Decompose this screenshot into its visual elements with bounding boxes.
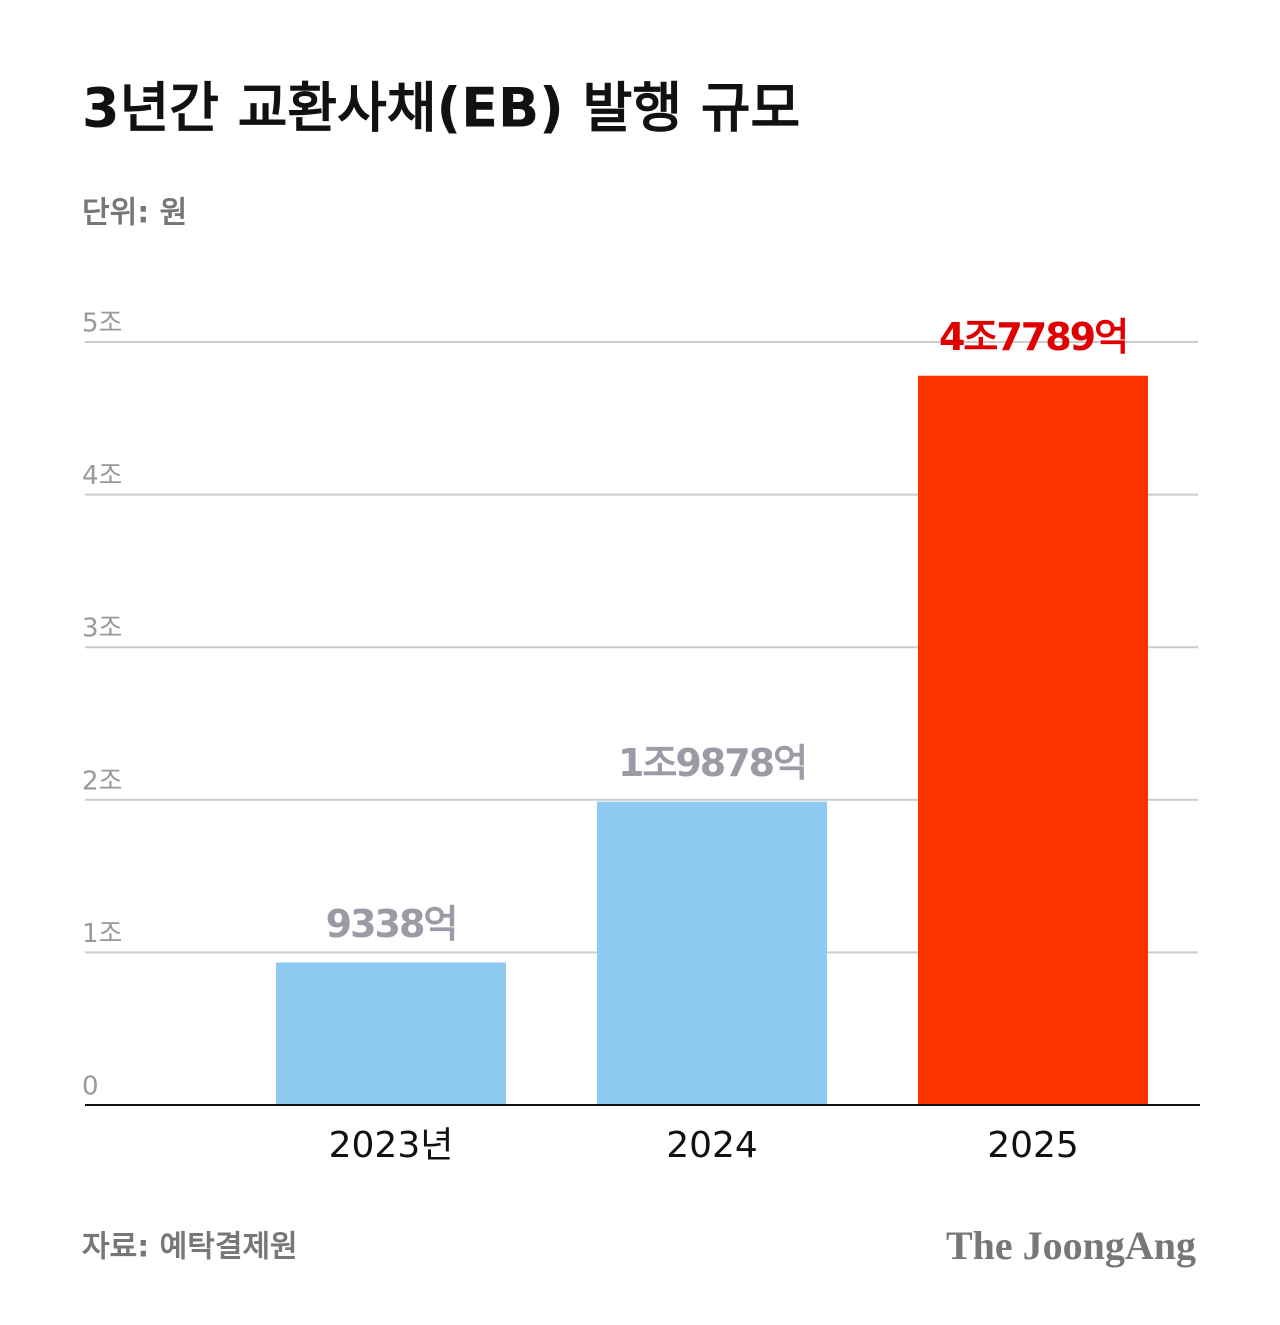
x-tick-label: 2024 [666, 1125, 758, 1166]
bar [597, 801, 827, 1105]
chart-title: 3년간 교환사채(EB) 발행 규모 [82, 77, 800, 140]
x-tick-label: 2025 [987, 1125, 1079, 1166]
y-tick-label: 5조 [82, 309, 122, 339]
bar [918, 375, 1148, 1105]
y-tick-label: 0 [82, 1072, 99, 1102]
logo: The JoongAng [946, 1223, 1196, 1268]
y-tick-label: 2조 [82, 766, 122, 796]
source: 자료: 예탁결제원 [82, 1230, 298, 1265]
value-label: 9338억 [326, 902, 457, 946]
x-tick-label: 2023년 [329, 1125, 454, 1166]
value-label: 4조7789억 [939, 315, 1127, 359]
y-tick-label: 3조 [82, 614, 122, 644]
bar [276, 962, 506, 1105]
y-tick-label: 4조 [82, 461, 122, 491]
value-label: 1조9878억 [618, 741, 806, 785]
subtitle: 단위: 원 [82, 196, 187, 231]
y-tick-label: 1조 [82, 919, 122, 949]
